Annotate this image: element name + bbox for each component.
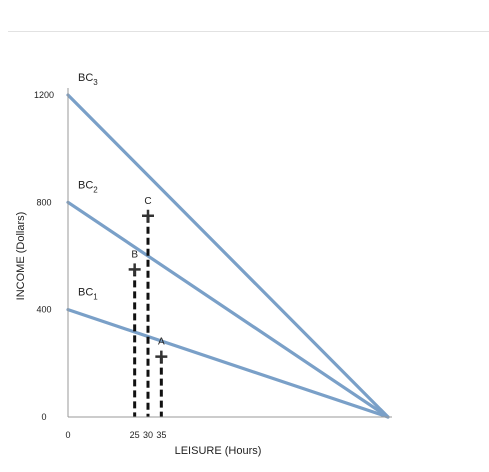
y-axis-title: INCOME (Dollars) (15, 212, 27, 301)
y-tick-label: 0 (41, 412, 46, 422)
y-tick-label: 400 (36, 305, 51, 315)
series-line-bc2 (66, 200, 390, 419)
series-label-bc3: BC3 (78, 72, 98, 87)
point-marker-a (155, 350, 168, 363)
x-tick-label: 30 (143, 430, 153, 440)
x-tick-label: 35 (156, 430, 166, 440)
series-label-bc1: BC1 (78, 287, 98, 302)
series-line-bc1 (66, 308, 390, 419)
point-label-c: C (144, 196, 151, 207)
series-label-bc2: BC2 (78, 179, 98, 194)
panel-top-border (8, 31, 489, 32)
x-axis-title: LEISURE (Hours) (175, 445, 262, 457)
point-marker-b (128, 263, 141, 276)
y-tick-label: 800 (36, 197, 51, 207)
point-marker-c (142, 209, 154, 222)
point-label-b: B (131, 249, 138, 260)
point-label-a: A (158, 337, 165, 348)
series-line-bc3 (66, 93, 390, 419)
x-tick-label: 25 (130, 430, 140, 440)
x-tick-label: 0 (65, 430, 70, 440)
y-tick-label: 1200 (34, 90, 54, 100)
